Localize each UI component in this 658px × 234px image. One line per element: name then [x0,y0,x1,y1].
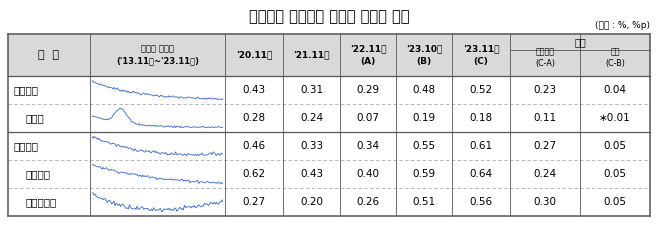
Text: 0.27: 0.27 [534,141,557,151]
Text: 0.11: 0.11 [534,113,557,123]
Text: 0.27: 0.27 [242,197,266,207]
Text: 0.40: 0.40 [357,169,380,179]
Text: 0.05: 0.05 [603,169,626,179]
Text: '20.11말: '20.11말 [236,51,272,59]
Text: 구  분: 구 분 [39,50,59,60]
Text: 연체율 시계열
('13.11월~'23.11월): 연체율 시계열 ('13.11월~'23.11월) [116,44,199,66]
Bar [8,104,650,132]
Bar [8,76,650,104]
Bar [8,160,650,188]
Text: 0.61: 0.61 [469,141,493,151]
Text: 0.28: 0.28 [242,113,266,123]
Text: '21.11말: '21.11말 [293,51,330,59]
Bar [8,132,650,160]
Text: 0.24: 0.24 [300,113,323,123]
Text: 0.55: 0.55 [413,141,436,151]
Text: 0.04: 0.04 [603,85,626,95]
Text: '23.11말
(C): '23.11말 (C) [463,44,499,66]
Text: 0.18: 0.18 [469,113,493,123]
Text: 0.29: 0.29 [357,85,380,95]
Text: 국내은행 원화대출 부문별 연체율 추이: 국내은행 원화대출 부문별 연체율 추이 [249,9,409,24]
Text: 전년동월
(C-A): 전년동월 (C-A) [535,48,555,68]
Text: 중소법인: 중소법인 [26,169,51,179]
Text: 0.62: 0.62 [242,169,266,179]
Text: 0.43: 0.43 [242,85,266,95]
Text: 0.19: 0.19 [413,113,436,123]
Text: 0.24: 0.24 [534,169,557,179]
Text: 0.43: 0.43 [300,169,323,179]
Text: 0.46: 0.46 [242,141,266,151]
Text: 0.48: 0.48 [413,85,436,95]
Text: 0.33: 0.33 [300,141,323,151]
Bar [8,34,650,76]
Text: 0.07: 0.07 [357,113,380,123]
Text: 0.30: 0.30 [534,197,557,207]
Text: 0.59: 0.59 [413,169,436,179]
Text: 0.51: 0.51 [413,197,436,207]
Text: 기업대출: 기업대출 [13,85,38,95]
Text: 0.20: 0.20 [300,197,323,207]
Text: 전월
(C-B): 전월 (C-B) [605,48,625,68]
Text: 증감: 증감 [574,37,586,47]
Text: ∗0.01: ∗0.01 [599,113,631,123]
Text: 개인사업자: 개인사업자 [26,197,57,207]
Text: 0.64: 0.64 [469,169,493,179]
Text: 0.56: 0.56 [469,197,493,207]
Text: 0.31: 0.31 [300,85,323,95]
Text: '22.11말
(A): '22.11말 (A) [350,44,386,66]
Text: 0.26: 0.26 [357,197,380,207]
Text: 0.52: 0.52 [469,85,493,95]
Text: 0.05: 0.05 [603,141,626,151]
Text: (단위 : %, %p): (단위 : %, %p) [595,21,650,30]
Text: 대기업: 대기업 [26,113,45,123]
Text: 중소기업: 중소기업 [13,141,38,151]
Text: 0.05: 0.05 [603,197,626,207]
Text: 0.34: 0.34 [357,141,380,151]
Text: '23.10말
(B): '23.10말 (B) [406,44,442,66]
Text: 0.23: 0.23 [534,85,557,95]
Bar [8,188,650,216]
